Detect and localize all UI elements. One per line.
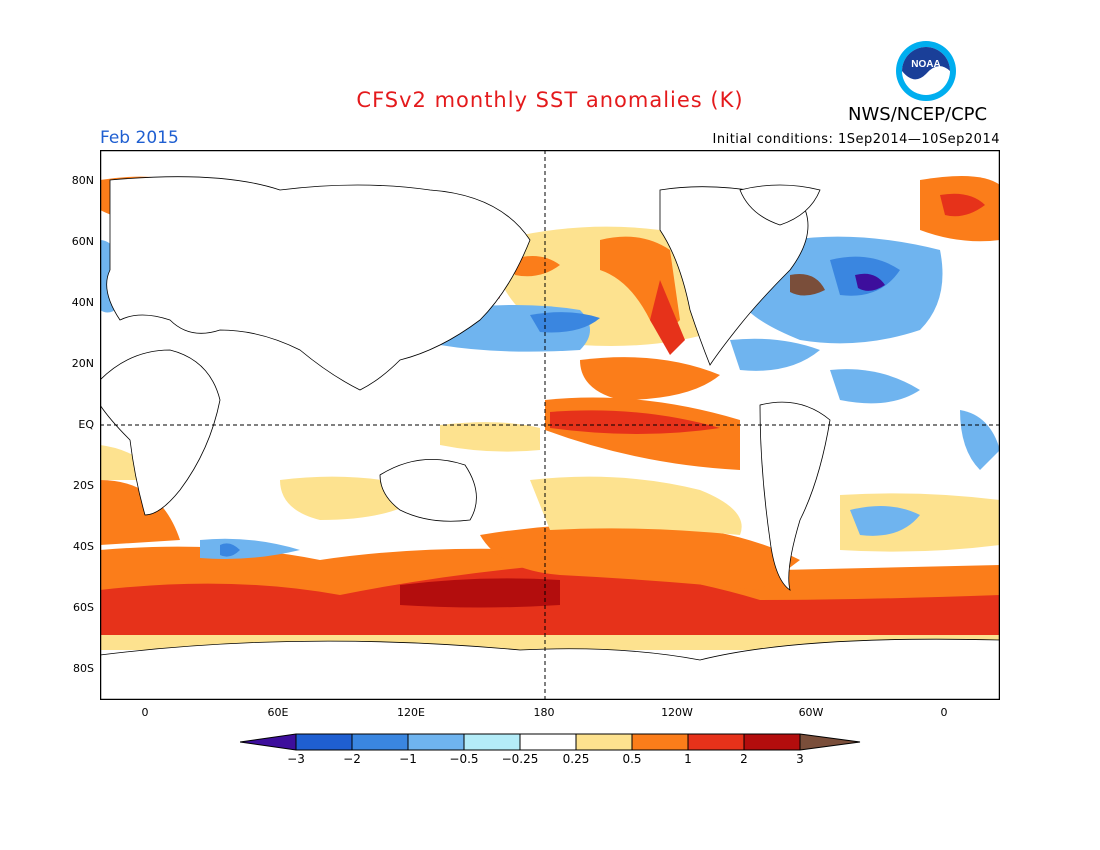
colorbar-label: 0.5 — [622, 752, 642, 766]
lat-label: 60S — [73, 601, 94, 614]
valid-month: Feb 2015 — [100, 128, 179, 148]
colorbar-box — [520, 734, 576, 750]
map-title: CFSv2 monthly SST anomalies (K) — [356, 88, 744, 112]
lon-label: 180 — [533, 706, 555, 719]
colorbar-label: −0.5 — [449, 752, 479, 766]
map-frame — [100, 150, 1000, 700]
anomaly-field — [100, 176, 1000, 700]
noaa-logo: NOAA — [896, 41, 956, 101]
colorbar-label: 0.25 — [562, 752, 590, 766]
lon-label: 120E — [397, 706, 425, 719]
colorbar-label: −3 — [287, 752, 305, 766]
lon-label: 120W — [661, 706, 693, 719]
colorbar-box — [464, 734, 520, 750]
lon-label: 60W — [798, 706, 824, 719]
logo-text: NOAA — [911, 59, 940, 70]
colorbar-label: −0.25 — [501, 752, 539, 766]
colorbar-label: 2 — [740, 752, 748, 766]
lat-label: 40N — [71, 296, 94, 309]
colorbar-box — [352, 734, 408, 750]
lat-label: 60N — [71, 235, 94, 248]
lat-label: 20S — [73, 479, 94, 492]
lat-label: EQ — [78, 418, 94, 431]
colorbar-arrow-low — [240, 734, 296, 750]
colorbar-box — [688, 734, 744, 750]
colorbar-label: 1 — [684, 752, 692, 766]
colorbar-label: 3 — [796, 752, 804, 766]
initial-conditions: Initial conditions: 1Sep2014—10Sep2014 — [712, 132, 1000, 147]
lat-label: 80N — [71, 174, 94, 187]
colorbar-label: −1 — [399, 752, 417, 766]
sst-anomaly-map — [100, 150, 1000, 700]
agency-label: NWS/NCEP/CPC — [848, 104, 988, 125]
colorbar-box — [408, 734, 464, 750]
lat-label: 80S — [73, 662, 94, 675]
lon-label: 60E — [267, 706, 289, 719]
colorbar-box — [744, 734, 800, 750]
colorbar-label: −2 — [343, 752, 361, 766]
lat-label: 40S — [73, 540, 94, 553]
lon-label: 0 — [141, 706, 149, 719]
colorbar — [240, 733, 861, 751]
lon-label: 0 — [940, 706, 948, 719]
colorbar-box — [576, 734, 632, 750]
colorbar-arrow-high — [800, 734, 860, 750]
colorbar-box — [632, 734, 688, 750]
colorbar-box — [296, 734, 352, 750]
lat-label: 20N — [71, 357, 94, 370]
